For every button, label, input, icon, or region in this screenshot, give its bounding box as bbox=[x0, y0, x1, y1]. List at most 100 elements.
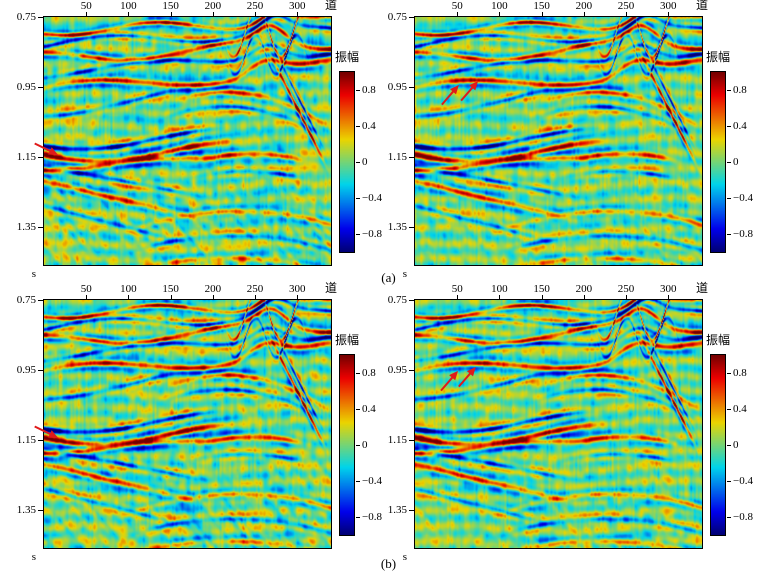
caption-a: (a) bbox=[381, 270, 396, 285]
x-tick-label: 250 bbox=[246, 0, 264, 12]
x-tick bbox=[541, 295, 543, 300]
y-tick-label: 0.95 bbox=[16, 80, 36, 93]
y-tick bbox=[38, 17, 43, 18]
colorbar-tick bbox=[356, 198, 360, 199]
annotation-arrow-line bbox=[34, 425, 53, 436]
colorbar-frame bbox=[710, 71, 726, 253]
y-axis-unit: s bbox=[31, 268, 36, 280]
colorbar-tick bbox=[727, 198, 731, 199]
x-tick-label: 100 bbox=[491, 283, 508, 295]
colorbar-tick bbox=[356, 445, 360, 446]
colorbar-title: 振幅 bbox=[705, 50, 730, 64]
x-tick-label: 50 bbox=[451, 283, 463, 295]
seismic-section-canvas bbox=[44, 300, 331, 548]
y-tick bbox=[38, 509, 43, 511]
y-tick bbox=[409, 86, 414, 88]
colorbar-tick-label: 0 bbox=[362, 439, 368, 451]
seismic-panel-b-right: 50 100 150 200 250 300 道 0.75 0.95 1.15 1.35 s 振幅 0.8… bbox=[379, 282, 777, 570]
x-tick bbox=[541, 12, 543, 17]
x-tick-label: 100 bbox=[491, 0, 508, 12]
y-tick-label: 0.95 bbox=[387, 80, 407, 93]
colorbar-tick-label: −0.4 bbox=[733, 192, 753, 204]
y-tick-label: 0.75 bbox=[387, 294, 407, 306]
x-tick bbox=[86, 295, 88, 300]
x-tick-label: 250 bbox=[617, 283, 635, 295]
colorbar-tick bbox=[356, 126, 360, 127]
annotation-arrow-head bbox=[450, 85, 459, 95]
colorbar-tick bbox=[727, 409, 731, 410]
annotation-arrow-line bbox=[460, 85, 475, 102]
y-tick-label: 0.75 bbox=[16, 294, 36, 306]
x-tick bbox=[128, 295, 130, 300]
annotation-arrow-head bbox=[469, 81, 479, 91]
y-tick bbox=[409, 369, 414, 371]
x-tick-label: 50 bbox=[80, 283, 92, 295]
annotation-arrows bbox=[441, 81, 479, 106]
y-axis-unit: s bbox=[402, 551, 407, 563]
colorbar-tick-label: 0 bbox=[733, 439, 739, 451]
seismic-panel-a-right: 50 100 150 200 250 300 道 0.75 0.95 1.15 1.35 s 振幅 0.8… bbox=[379, 0, 777, 287]
x-tick bbox=[170, 295, 172, 300]
colorbar-tick bbox=[356, 481, 360, 482]
colorbar-canvas bbox=[711, 72, 725, 252]
colorbar-frame bbox=[710, 354, 726, 536]
x-tick bbox=[626, 295, 628, 300]
colorbar-tick-label: 0.8 bbox=[733, 84, 747, 96]
annotation-arrows bbox=[34, 142, 59, 155]
colorbar-tick bbox=[727, 517, 731, 518]
y-tick bbox=[38, 300, 43, 301]
plot-frame bbox=[414, 299, 703, 549]
colorbar-tick-label: −0.8 bbox=[362, 228, 382, 240]
x-tick bbox=[297, 12, 299, 17]
y-tick bbox=[38, 439, 43, 441]
x-tick bbox=[668, 295, 670, 300]
x-tick bbox=[212, 12, 214, 17]
colorbar-frame bbox=[339, 71, 355, 253]
annotation-arrow-head bbox=[466, 367, 476, 377]
colorbar-tick-label: 0.8 bbox=[733, 367, 747, 379]
y-tick-label: 1.15 bbox=[16, 150, 36, 163]
x-tick-label: 200 bbox=[204, 0, 222, 12]
colorbar-tick bbox=[727, 126, 731, 127]
seismic-panel-a-left: 50 100 150 200 250 300 道 0.75 0.95 1.15 1.35 s 振幅 0.8… bbox=[8, 0, 428, 287]
y-tick-label: 1.35 bbox=[387, 220, 407, 233]
x-axis-title: 道 bbox=[324, 281, 337, 295]
x-tick bbox=[255, 12, 257, 17]
x-axis-title: 道 bbox=[324, 0, 337, 12]
y-tick-label: 1.15 bbox=[387, 150, 407, 163]
y-tick bbox=[409, 17, 414, 18]
annotation-arrows bbox=[440, 367, 476, 392]
colorbar-tick bbox=[727, 481, 731, 482]
caption-b: (b) bbox=[380, 556, 397, 571]
colorbar-tick bbox=[727, 90, 731, 91]
colorbar-tick-label: 0.8 bbox=[362, 84, 376, 96]
annotation-arrow-head bbox=[449, 370, 458, 381]
annotation-arrow-line bbox=[440, 375, 455, 392]
x-tick-label: 300 bbox=[288, 283, 306, 295]
colorbar-tick bbox=[356, 517, 360, 518]
x-tick-label: 300 bbox=[659, 283, 677, 295]
x-tick-label: 250 bbox=[617, 0, 635, 12]
x-tick bbox=[583, 295, 585, 300]
y-tick-label: 1.15 bbox=[387, 433, 407, 446]
colorbar-title: 振幅 bbox=[705, 333, 730, 347]
x-tick-label: 150 bbox=[533, 0, 550, 12]
y-tick bbox=[38, 369, 43, 371]
y-axis-unit: s bbox=[31, 551, 36, 563]
x-axis-title: 道 bbox=[695, 0, 708, 12]
y-tick-label: 0.95 bbox=[16, 363, 36, 376]
colorbar-title: 振幅 bbox=[334, 50, 359, 64]
colorbar-tick-label: −0.4 bbox=[362, 192, 382, 204]
x-tick bbox=[297, 295, 299, 300]
colorbar-title: 振幅 bbox=[334, 333, 359, 347]
colorbar-tick bbox=[727, 162, 731, 163]
x-tick-label: 250 bbox=[246, 283, 264, 295]
x-tick bbox=[583, 12, 585, 17]
colorbar-tick-label: −0.8 bbox=[362, 511, 382, 523]
seismic-section-canvas bbox=[415, 17, 702, 265]
x-tick-label: 300 bbox=[288, 0, 306, 12]
x-tick-label: 200 bbox=[575, 283, 593, 295]
x-tick bbox=[457, 295, 459, 300]
annotation-arrow-line bbox=[34, 142, 53, 153]
